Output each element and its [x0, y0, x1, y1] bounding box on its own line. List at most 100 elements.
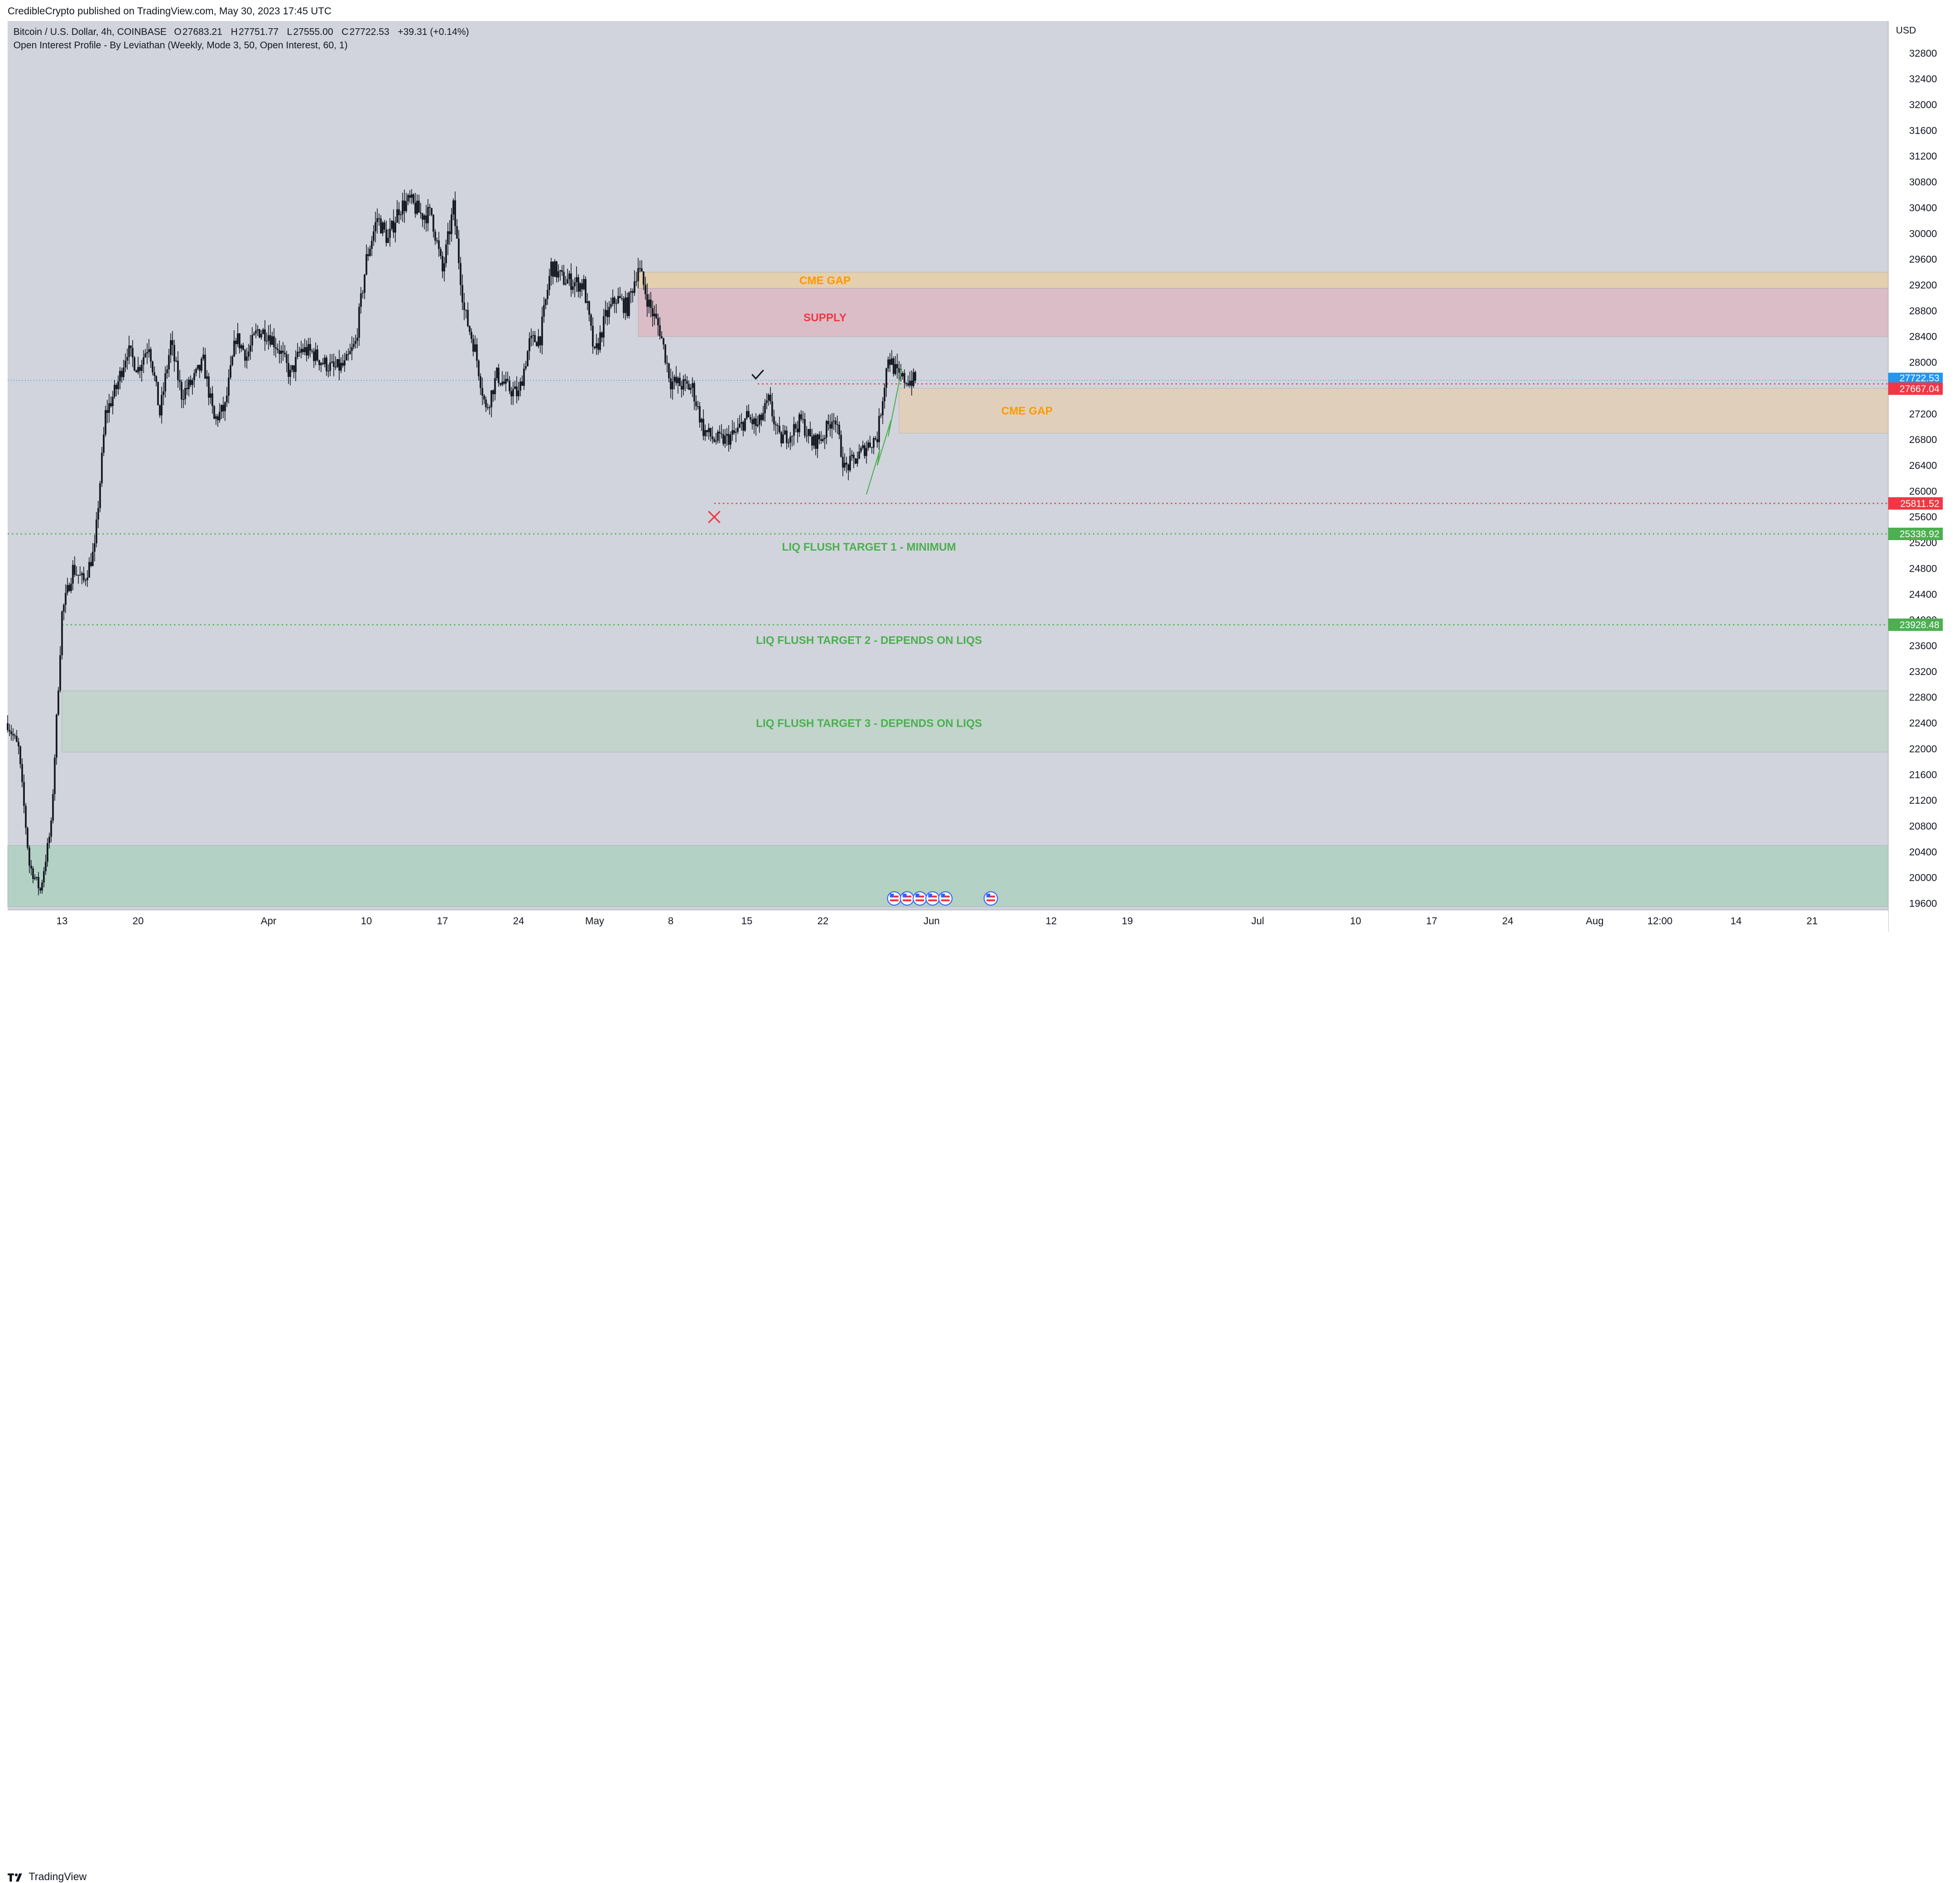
price-tag-value: 25338.92	[1900, 529, 1939, 540]
flag-canton	[915, 894, 920, 897]
y-tick-label: 32000	[1909, 100, 1937, 111]
price-tag-value: 23928.48	[1900, 620, 1939, 631]
ohlc-open: O 27683.21	[174, 27, 223, 37]
price-tag	[1888, 497, 1943, 510]
flag-circle	[938, 891, 953, 906]
brand-name: TradingView	[29, 1871, 87, 1883]
flag-canton	[928, 894, 932, 897]
price-tag	[1888, 618, 1943, 631]
x-tick-label: 12:00	[1648, 916, 1673, 927]
y-tick-label: 26400	[1909, 460, 1937, 471]
y-tick-label: 23600	[1909, 641, 1937, 652]
y-tick-label: 31600	[1909, 125, 1937, 136]
cross-icon	[708, 510, 721, 523]
price-tag-value: 27667.04	[1900, 384, 1939, 394]
indicator-legend[interactable]: Open Interest Profile - By Leviathan (We…	[13, 40, 348, 51]
y-tick-label: 25600	[1909, 512, 1937, 523]
flag-stripe	[986, 896, 995, 897]
flag-stripe	[928, 896, 937, 897]
y-tick-label: 20000	[1909, 873, 1937, 884]
y-tick-label: 30000	[1909, 228, 1937, 239]
flag-circle	[983, 891, 998, 906]
flag-stripe	[915, 896, 924, 897]
x-tick-label: 19	[1122, 916, 1133, 927]
us-flag-icon	[913, 891, 927, 906]
zone-1	[638, 288, 1889, 337]
x-tick-label: 10	[361, 916, 372, 927]
current-price-value: 27722.53	[1900, 373, 1939, 384]
time-axis[interactable]	[8, 910, 1888, 932]
y-tick-label: 22800	[1909, 692, 1937, 703]
us-flag-icon	[983, 891, 998, 906]
price-chart[interactable]: CME GAP SUPPLY CME GAP LIQ FLUSH TARGET 3 -…	[0, 0, 1960, 960]
y-tick-label: 32400	[1909, 74, 1937, 85]
y-tick-label: 24800	[1909, 563, 1937, 574]
x-axis-labels: 13 20 Apr 10 17 24 May 8 15 22 Jun 12 19 Jul 10 17 24 Aug…	[56, 916, 1818, 927]
tradingview-brand[interactable]: TradingView	[8, 1871, 87, 1883]
flag-circle	[925, 891, 940, 906]
us-flag-icon	[887, 891, 902, 906]
levels-layer: LIQ FLUSH TARGET 1 - MINIMUM LIQ FLUSH TA…	[8, 380, 1888, 646]
flag-stripe	[902, 899, 912, 901]
flag-stripe	[915, 899, 924, 901]
y-tick-label: 30800	[1909, 177, 1937, 188]
ohlc-low: L 27555.00	[287, 27, 334, 37]
x-tick-label: 20	[133, 916, 144, 927]
zone-label: LIQ FLUSH TARGET 3 - DEPENDS ON LIQS	[756, 717, 982, 730]
us-flag-icon	[925, 891, 940, 906]
flag-canton	[986, 894, 991, 897]
x-tick-label: Apr	[261, 916, 277, 927]
y-tick-label: 23200	[1909, 666, 1937, 677]
us-flag-icon	[938, 891, 953, 906]
flag-canton	[941, 894, 945, 897]
level-label: LIQ FLUSH TARGET 1 - MINIMUM	[782, 541, 956, 553]
y-tick-label: 26000	[1909, 486, 1937, 497]
x-tick-label: Aug	[1586, 916, 1604, 927]
flag-circle	[900, 891, 914, 906]
projection-path	[866, 368, 902, 495]
flag-circle	[887, 891, 902, 906]
y-axis-labels: 19600 20000 20400 20800 21200 21600 22000 22400…	[1909, 48, 1937, 909]
y-tick-label: 31200	[1909, 151, 1937, 162]
zone-0	[638, 272, 1889, 289]
y-tick-label: 22400	[1909, 718, 1937, 729]
y-tick-label: 20800	[1909, 821, 1937, 832]
price-change: +39.31 (+0.14%)	[398, 27, 469, 37]
y-tick-label: 21600	[1909, 769, 1937, 780]
x-tick-label: 8	[668, 916, 674, 927]
zone-label: CME GAP	[1001, 405, 1052, 417]
ohlc-close: C 27722.53	[341, 27, 390, 37]
x-tick-label: 17	[1426, 916, 1437, 927]
y-tick-label: 30400	[1909, 202, 1937, 213]
zone-label: CME GAP	[799, 274, 850, 287]
y-tick-label: 27200	[1909, 409, 1937, 420]
symbol-legend: Bitcoin / U.S. Dollar, 4h, COINBASE O 276…	[13, 27, 469, 38]
x-tick-label: 13	[56, 916, 67, 927]
y-tick-label: 20400	[1909, 847, 1937, 858]
zone-label: SUPPLY	[803, 311, 846, 323]
y-tick-label: 26800	[1909, 434, 1937, 445]
flag-stripe	[890, 896, 899, 897]
x-tick-label: Jun	[924, 916, 940, 927]
y-tick-label: 21200	[1909, 795, 1937, 806]
level-label: LIQ FLUSH TARGET 2 - DEPENDS ON LIQS	[756, 634, 982, 646]
y-tick-label: 22000	[1909, 743, 1937, 754]
flag-stripe	[890, 899, 899, 901]
y-tick-label: 28800	[1909, 306, 1937, 317]
y-tick-label: 32800	[1909, 48, 1937, 59]
x-tick-label: 24	[1502, 916, 1514, 927]
price-tag-value: 25811.52	[1900, 498, 1939, 509]
y-tick-label: 19600	[1909, 898, 1937, 909]
tradingview-logo-icon	[8, 1873, 22, 1882]
flag-canton	[902, 894, 907, 897]
plot-area[interactable]	[8, 21, 1888, 910]
price-tag	[1888, 382, 1943, 395]
price-axis[interactable]	[1888, 21, 1960, 932]
ohlc-high: H 27751.77	[231, 27, 279, 37]
x-tick-label: 15	[741, 916, 752, 927]
price-tag	[1888, 527, 1943, 540]
x-tick-label: 22	[817, 916, 828, 927]
y-tick-label: 28000	[1909, 357, 1937, 368]
zone-3	[62, 690, 1889, 753]
x-tick-label: 21	[1806, 916, 1817, 927]
